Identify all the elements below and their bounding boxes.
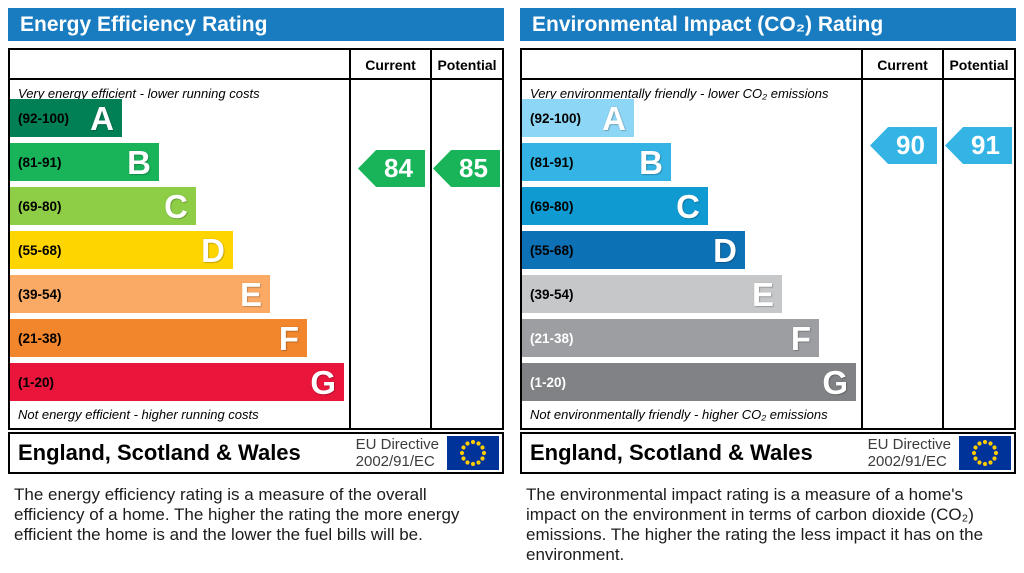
- rating-band-e: (39-54) E: [522, 275, 782, 313]
- band-letter: A: [90, 99, 114, 137]
- rating-band-d: (55-68) D: [10, 231, 233, 269]
- header-row-divider: [522, 50, 1014, 80]
- potential-column-divider: [942, 50, 944, 428]
- band-range-label: (39-54): [18, 286, 62, 302]
- potential-rating-arrow: 91: [945, 127, 1012, 164]
- rating-band-g: (1-20) G: [522, 363, 856, 401]
- eu-directive-line1: EU Directive: [355, 435, 439, 453]
- current-column-header: Current: [877, 57, 928, 73]
- eu-directive-line1: EU Directive: [867, 435, 951, 453]
- band-letter: G: [822, 363, 848, 401]
- energy-efficiency-title: Energy Efficiency Rating: [8, 8, 504, 41]
- band-range-label: (21-38): [18, 330, 62, 346]
- bottom-caption: Not energy efficient - higher running co…: [18, 407, 259, 422]
- jurisdiction-footer: England, Scotland & Wales EU Directive 2…: [8, 432, 504, 474]
- band-range-label: (81-91): [18, 154, 62, 170]
- eu-directive-line2: 2002/91/EC: [867, 453, 947, 470]
- region-label: England, Scotland & Wales: [530, 440, 813, 465]
- rating-band-b: (81-91) B: [10, 143, 159, 181]
- potential-column-header: Potential: [437, 57, 497, 73]
- rating-band-d: (55-68) D: [522, 231, 745, 269]
- band-letter: G: [310, 363, 336, 401]
- potential-column-divider: [430, 50, 432, 428]
- eu-flag-icon: [959, 436, 1011, 470]
- band-range-label: (39-54): [530, 286, 574, 302]
- current-rating-arrow: 90: [870, 127, 937, 164]
- jurisdiction-footer: England, Scotland & Wales EU Directive 2…: [520, 432, 1016, 474]
- energy-efficiency-panel: Energy Efficiency Rating Current Potenti…: [8, 8, 504, 565]
- rating-band-f: (21-38) F: [10, 319, 307, 357]
- band-range-label: (55-68): [530, 242, 574, 258]
- rating-bands: (92-100) A (81-91) B (69-80) C (55-68) D (39-54)…: [10, 50, 502, 428]
- rating-bands: (92-100) A (81-91) B (69-80) C (55-68) D (39-54)…: [522, 50, 1014, 428]
- rating-band-c: (69-80) C: [10, 187, 196, 225]
- environmental-impact-description: The environmental impact rating is a mea…: [526, 485, 984, 564]
- current-rating-arrow: 84: [358, 150, 425, 187]
- band-letter: F: [790, 319, 811, 357]
- band-letter: C: [164, 187, 188, 225]
- band-range-label: (69-80): [18, 198, 62, 214]
- band-letter: D: [713, 231, 737, 269]
- rating-band-c: (69-80) C: [522, 187, 708, 225]
- band-letter: D: [201, 231, 225, 269]
- rating-band-a: (92-100) A: [10, 99, 122, 137]
- environmental-impact-panel: Environmental Impact (CO₂) Rating Curren…: [520, 8, 1016, 565]
- top-caption: Very energy efficient - lower running co…: [18, 86, 260, 101]
- rating-band-a: (92-100) A: [522, 99, 634, 137]
- rating-band-g: (1-20) G: [10, 363, 344, 401]
- current-column-divider: [861, 50, 863, 428]
- band-range-label: (81-91): [530, 154, 574, 170]
- band-range-label: (92-100): [530, 110, 582, 126]
- eu-directive-line2: 2002/91/EC: [355, 453, 435, 470]
- environmental-impact-chart: Current Potential Very environmentally f…: [520, 48, 1016, 430]
- eu-directive-label: EU Directive 2002/91/EC: [868, 436, 951, 471]
- eu-directive-label: EU Directive 2002/91/EC: [356, 436, 439, 471]
- region-label: England, Scotland & Wales: [18, 440, 301, 465]
- band-range-label: (55-68): [18, 242, 62, 258]
- band-range-label: (21-38): [530, 330, 574, 346]
- band-letter: F: [278, 319, 299, 357]
- band-letter: B: [127, 143, 151, 181]
- potential-rating-arrow: 85: [433, 150, 500, 187]
- potential-column-header: Potential: [949, 57, 1009, 73]
- header-row-divider: [10, 50, 502, 80]
- band-range-label: (92-100): [18, 110, 70, 126]
- rating-band-b: (81-91) B: [522, 143, 671, 181]
- current-column-divider: [349, 50, 351, 428]
- energy-efficiency-chart: Current Potential Very energy efficient …: [8, 48, 504, 430]
- band-range-label: (69-80): [530, 198, 574, 214]
- rating-band-e: (39-54) E: [10, 275, 270, 313]
- rating-band-f: (21-38) F: [522, 319, 819, 357]
- eu-flag-icon: [447, 436, 499, 470]
- top-caption: Very environmentally friendly - lower CO…: [530, 86, 829, 101]
- band-range-label: (1-20): [530, 374, 567, 390]
- band-letter: C: [676, 187, 700, 225]
- band-range-label: (1-20): [18, 374, 55, 390]
- band-letter: B: [639, 143, 663, 181]
- band-letter: E: [751, 275, 774, 313]
- band-letter: E: [239, 275, 262, 313]
- energy-efficiency-description: The energy efficiency rating is a measur…: [14, 485, 460, 544]
- environmental-impact-title: Environmental Impact (CO₂) Rating: [520, 8, 1016, 41]
- band-letter: A: [602, 99, 626, 137]
- current-column-header: Current: [365, 57, 416, 73]
- bottom-caption: Not environmentally friendly - higher CO…: [530, 407, 828, 422]
